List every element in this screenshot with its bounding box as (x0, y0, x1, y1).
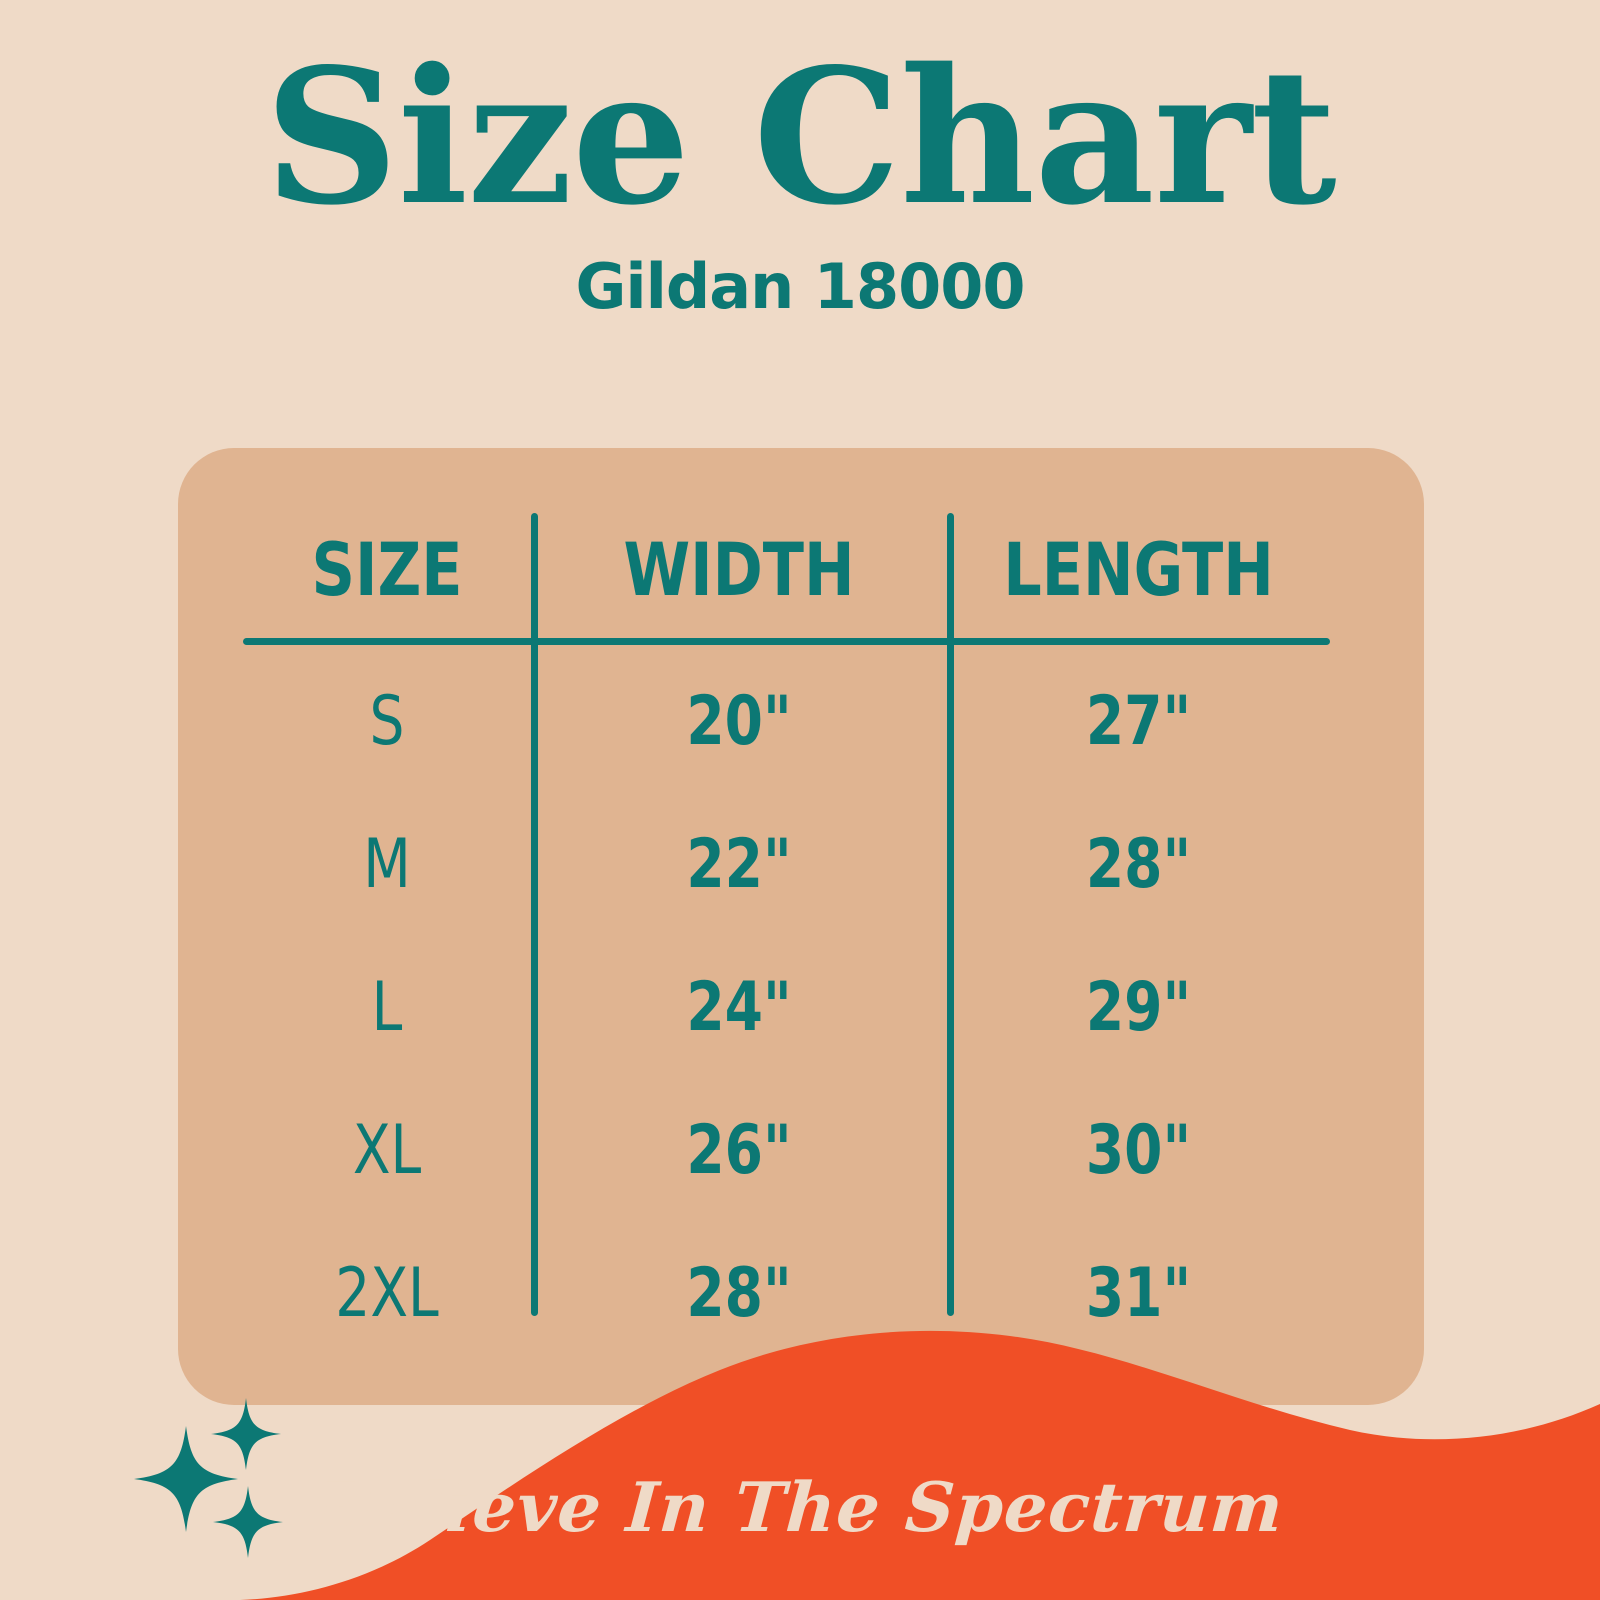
sparkle-group (134, 1398, 283, 1558)
cell-length: 28" (1085, 824, 1192, 904)
table-row: 2XL 28" 31" (243, 1245, 1330, 1341)
poster-header: Size Chart Gildan 18000 (0, 27, 1600, 324)
size-table: SIZE WIDTH LENGTH S 20" 27" M 22" 28" L … (243, 498, 1330, 1333)
cell-width: 26" (686, 1110, 792, 1190)
cell-length: 31" (1085, 1253, 1192, 1333)
column-divider-1 (531, 513, 538, 1316)
cell-size: S (369, 681, 405, 761)
table-row: M 22" 28" (243, 816, 1330, 912)
cell-length: 30" (1085, 1110, 1192, 1190)
cell-size: M (363, 824, 411, 904)
cell-length: 27" (1085, 681, 1192, 761)
table-row: S 20" 27" (243, 673, 1330, 769)
sparkle-icon (211, 1398, 281, 1470)
column-divider-2 (947, 513, 954, 1316)
cell-width: 20" (686, 681, 792, 761)
cell-size: L (371, 967, 403, 1047)
table-row: XL 26" 30" (243, 1102, 1330, 1198)
product-subtitle: Gildan 18000 (575, 250, 1025, 324)
cell-width: 28" (686, 1253, 792, 1333)
table-header-row: SIZE WIDTH LENGTH (243, 526, 1330, 614)
cell-size: 2XL (335, 1253, 439, 1333)
size-table-card (178, 448, 1424, 1405)
page-title: Size Chart (264, 27, 1336, 246)
header-underline (243, 638, 1330, 645)
sparkle-icon (134, 1426, 238, 1532)
sparkle-icon (213, 1486, 283, 1558)
cell-width: 24" (686, 967, 792, 1047)
column-header-length: LENGTH (1003, 527, 1274, 613)
cell-length: 29" (1085, 967, 1192, 1047)
column-header-width: WIDTH (623, 527, 855, 613)
cell-size: XL (352, 1110, 422, 1190)
column-header-size: SIZE (311, 527, 463, 613)
cell-width: 22" (686, 824, 792, 904)
table-row: L 24" 29" (243, 959, 1330, 1055)
